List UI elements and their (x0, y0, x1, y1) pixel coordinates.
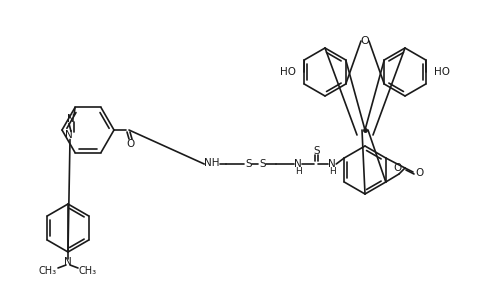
Text: N: N (294, 159, 302, 169)
Text: CH₃: CH₃ (39, 266, 57, 276)
Text: N: N (64, 257, 72, 267)
Text: O: O (361, 36, 369, 46)
Text: O: O (126, 139, 134, 149)
Text: NH: NH (204, 158, 220, 168)
Text: HO: HO (280, 67, 296, 77)
Text: N: N (67, 114, 75, 124)
Text: CH₃: CH₃ (79, 266, 97, 276)
Text: HO: HO (434, 67, 450, 77)
Text: O: O (394, 163, 402, 173)
Text: O: O (415, 168, 423, 178)
Text: S: S (245, 159, 252, 169)
Text: H: H (329, 166, 336, 176)
Text: S: S (259, 159, 266, 169)
Text: H: H (295, 166, 301, 176)
Text: S: S (313, 146, 320, 156)
Text: N: N (328, 159, 336, 169)
Text: N: N (65, 130, 73, 141)
